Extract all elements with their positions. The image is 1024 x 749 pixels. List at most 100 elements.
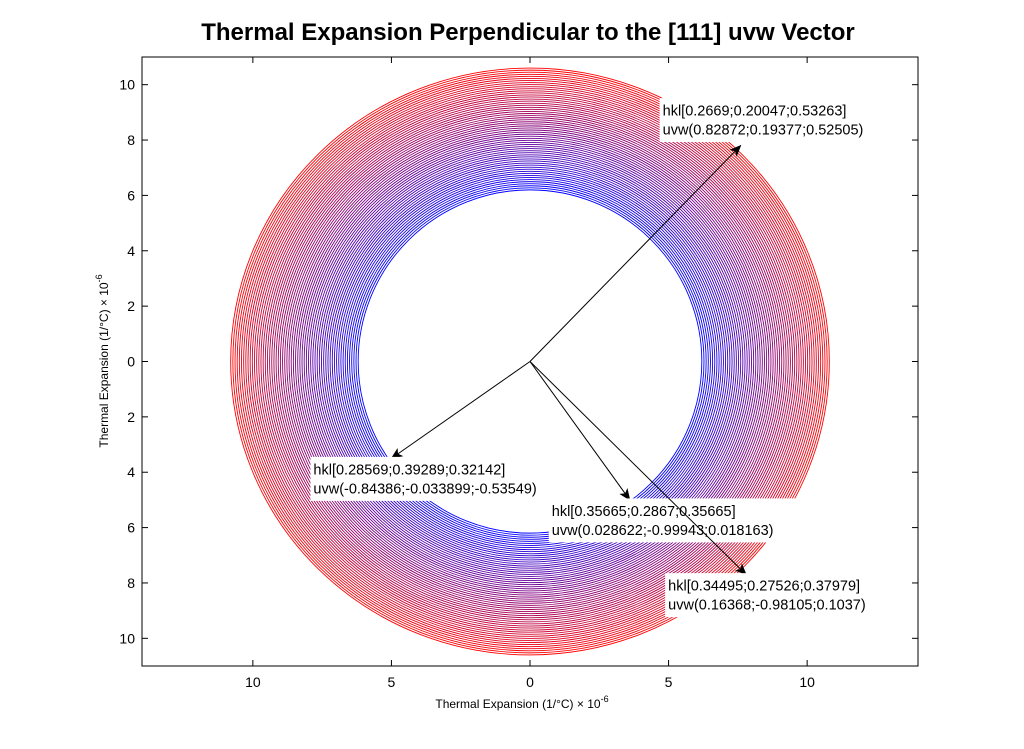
x-tick-label-2: 0 [526, 674, 534, 690]
ring-9 [338, 170, 722, 553]
ring-43 [264, 100, 796, 623]
ring-58 [232, 69, 828, 654]
y-axis-label-text: Thermal Expansion (1/°C) × 10 [97, 282, 111, 448]
ring-34 [284, 119, 776, 604]
x-tick-label-3: 5 [665, 674, 673, 690]
y-tick-label-10: 10 [119, 630, 135, 646]
vector-label-bg-3 [665, 573, 891, 618]
ring-50 [249, 86, 811, 637]
vector-arrow-2 [529, 361, 631, 501]
ring-49 [251, 88, 809, 635]
ring-33 [286, 121, 774, 602]
y-tick-label-3: 4 [127, 243, 135, 259]
ring-30 [292, 127, 768, 596]
y-tick-label-2: 6 [127, 187, 135, 203]
ring-38 [275, 110, 785, 613]
ring-25 [303, 137, 757, 586]
ring-53 [243, 80, 817, 643]
vector-arrow-3 [529, 361, 747, 576]
ring-6 [344, 177, 716, 546]
vector-label-1-line-1: uvw(-0.84386;-0.033899;-0.53549) [313, 481, 536, 497]
y-tick-label-9: 8 [127, 575, 135, 591]
vector-annotations: hkl[0.2669;0.20047;0.53263] uvw(0.82872;0… [310, 98, 891, 618]
ring-21 [312, 146, 748, 577]
ring-8 [340, 172, 720, 551]
ring-45 [260, 96, 800, 627]
ring-39 [273, 108, 787, 615]
x-axis-label: Thermal Expansion (1/°C) × 10-6 [435, 694, 608, 711]
vector-label-2-line-0: hkl[0.35665;0.2867;0.35665] [552, 504, 736, 520]
ring-22 [310, 144, 750, 579]
ring-56 [236, 73, 824, 650]
ring-52 [245, 82, 815, 641]
y-axis-label-exponent: -6 [94, 274, 104, 282]
vector-label-bg-0 [659, 98, 885, 143]
ring-15 [325, 158, 735, 565]
ring-35 [282, 117, 778, 606]
vector-label-bg-1 [310, 456, 567, 501]
y-tick-label-0: 10 [119, 77, 135, 93]
ring-16 [323, 156, 737, 567]
ring-11 [333, 166, 727, 557]
vector-label-bg-2 [548, 498, 798, 543]
x-axis-label-exponent: -6 [601, 694, 609, 704]
vector-label-3-line-0: hkl[0.34495;0.27526;0.37979] [668, 579, 860, 595]
ring-46 [258, 94, 802, 629]
ring-26 [301, 135, 759, 588]
ring-29 [295, 129, 765, 594]
ring-55 [238, 75, 822, 648]
ring-40 [271, 106, 789, 617]
ring-59 [230, 67, 830, 656]
ring-19 [316, 150, 744, 573]
vector-label-3-line-1: uvw(0.16368;-0.98105;0.1037) [668, 598, 866, 614]
ring-23 [308, 141, 752, 582]
ring-18 [318, 152, 742, 571]
ring-12 [331, 164, 729, 559]
chart-title: Thermal Expansion Perpendicular to the [… [201, 19, 855, 46]
ring-10 [336, 168, 724, 555]
x-axis: 10 5 0 5 10 [245, 57, 815, 690]
ring-24 [305, 139, 755, 584]
vector-label-0-line-0: hkl[0.2669;0.20047;0.53263] [663, 104, 847, 120]
ring-2 [353, 185, 707, 538]
ring-51 [247, 84, 813, 639]
y-tick-label-7: 4 [127, 464, 135, 480]
ring-14 [327, 160, 733, 563]
y-tick-label-1: 8 [127, 132, 135, 148]
ring-1 [355, 187, 705, 536]
y-tick-label-6: 2 [127, 409, 135, 425]
ring-series [230, 67, 830, 656]
ring-31 [290, 125, 770, 598]
vector-label-1-line-0: hkl[0.28569;0.39289;0.32142] [313, 462, 505, 478]
ring-57 [234, 71, 826, 652]
ring-3 [351, 183, 709, 540]
ring-36 [279, 115, 781, 608]
ring-17 [320, 154, 740, 569]
x-tick-label-0: 10 [245, 674, 261, 690]
ring-28 [297, 131, 763, 592]
y-tick-label-8: 6 [127, 520, 135, 536]
ring-41 [269, 104, 791, 619]
x-tick-label-4: 10 [799, 674, 815, 690]
ring-48 [254, 90, 806, 633]
ring-42 [266, 102, 794, 621]
vector-arrow-0 [529, 144, 742, 362]
x-tick-label-1: 5 [388, 674, 396, 690]
ring-13 [329, 162, 731, 561]
ring-7 [342, 174, 718, 549]
x-axis-label-text: Thermal Expansion (1/°C) × 10 [435, 697, 601, 711]
ring-5 [346, 179, 714, 544]
y-tick-label-4: 2 [127, 298, 135, 314]
ring-37 [277, 113, 783, 610]
ring-32 [288, 123, 772, 600]
ring-20 [314, 148, 746, 575]
ring-47 [256, 92, 804, 631]
ring-54 [241, 77, 819, 646]
vector-label-0-line-1: uvw(0.82872;0.19377;0.52505) [663, 123, 864, 139]
ring-27 [299, 133, 761, 590]
ring-4 [349, 181, 711, 542]
vector-arrow-1 [390, 361, 531, 459]
y-axis-label: Thermal Expansion (1/°C) × 10-6 [94, 274, 111, 447]
y-axis: 10 8 6 4 2 0 2 4 6 8 10 [119, 77, 918, 646]
